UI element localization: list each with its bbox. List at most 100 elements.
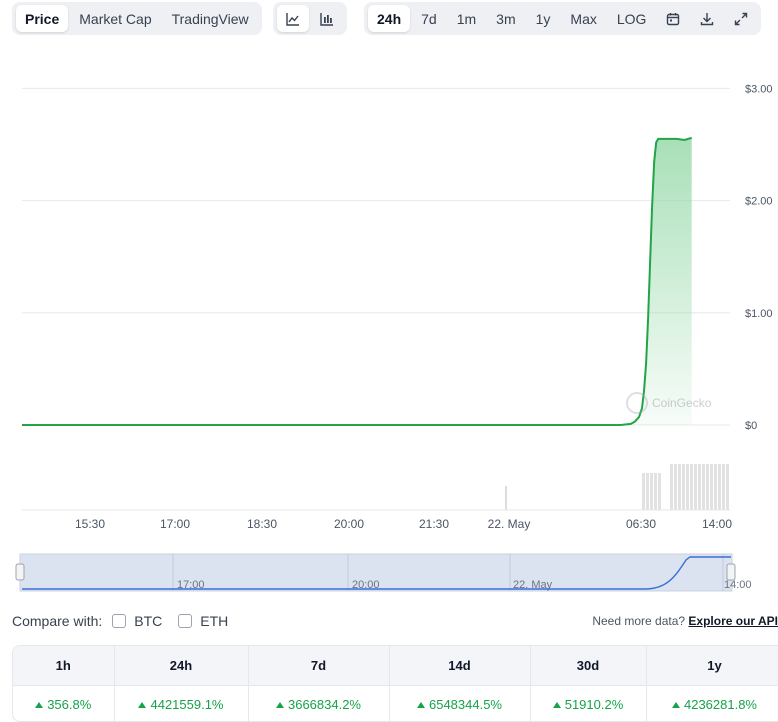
table-row: 356.8% 4421559.1% 3666834.2% 6548344.5% … (13, 684, 778, 721)
navigator-window (19, 553, 733, 592)
change-7d-cell: 3666834.2% (248, 684, 390, 721)
y-tick-label: $2.00 (745, 196, 773, 208)
expand-icon[interactable] (725, 5, 757, 32)
volume-bar (710, 464, 713, 510)
coingecko-logo-icon (626, 392, 648, 414)
volume-bar (678, 464, 681, 510)
y-tick-label: $0 (745, 420, 757, 432)
x-tick-label: 17:00 (160, 517, 190, 531)
x-tick-label: 20:00 (334, 517, 364, 531)
tab-price[interactable]: Price (16, 5, 69, 32)
tab-range-7d[interactable]: 7d (421, 10, 437, 27)
volume-bar (682, 464, 685, 510)
volume-bar (670, 464, 673, 510)
navigator-right-handle[interactable] (726, 563, 736, 581)
calendar-icon[interactable] (657, 5, 689, 32)
header-14d: 14d (389, 646, 531, 685)
coingecko-watermark: CoinGecko (626, 392, 711, 414)
navigator-tick-label: 14:00 (724, 579, 752, 591)
tab-range-1m[interactable]: 1m (456, 10, 477, 27)
change-24h: 4421559.1% (150, 696, 224, 712)
volume-bar (702, 464, 705, 510)
up-arrow-icon (416, 701, 425, 708)
view-tab-group: Price Market Cap TradingView (12, 2, 262, 35)
compare-with: Compare with: BTC ETH (12, 613, 228, 629)
x-tick-label: 18:30 (247, 517, 277, 531)
change-14d-cell: 6548344.5% (389, 684, 531, 721)
tab-range-24h[interactable]: 24h (368, 5, 411, 32)
up-arrow-icon (275, 701, 284, 708)
more-data-text: Need more data? (592, 614, 686, 628)
change-14d: 6548344.5% (428, 696, 502, 712)
compare-label: Compare with: (12, 613, 103, 629)
compare-btc-checkbox[interactable] (112, 614, 127, 628)
table-header-row: 1h 24h 7d 14d 30d 1y (13, 646, 778, 685)
volume-bar (718, 464, 721, 510)
x-tick-label: 06:30 (626, 517, 656, 531)
price-line (22, 136, 692, 426)
up-arrow-icon (671, 701, 680, 708)
header-30d: 30d (530, 646, 647, 685)
change-7d: 3666834.2% (287, 696, 361, 712)
watermark-label: CoinGecko (652, 396, 712, 410)
volume-bar (698, 464, 701, 510)
compare-eth-checkbox[interactable] (178, 614, 193, 628)
candlestick-chart-icon[interactable] (311, 5, 343, 32)
tab-market-cap[interactable]: Market Cap (79, 10, 152, 27)
volume-bar (706, 464, 709, 510)
volume-bar (722, 464, 725, 510)
explore-api-link[interactable]: Explore our API (688, 614, 778, 628)
price-chart[interactable]: $3.00 $2.00 $1.00 $0 15:30 17:00 18:30 20:00 21:… (0, 40, 778, 600)
x-tick-label: 22. May (488, 517, 531, 531)
up-arrow-icon (552, 701, 561, 708)
line-chart-icon[interactable] (277, 5, 309, 32)
volume-bar (714, 464, 717, 510)
change-1y-cell: 4236281.8% (646, 684, 778, 721)
change-24h-cell: 4421559.1% (114, 684, 249, 721)
header-1h: 1h (13, 646, 115, 685)
tab-log-scale[interactable]: LOG (616, 10, 647, 27)
more-data-prompt: Need more data? Explore our API (592, 614, 778, 628)
download-icon[interactable] (691, 5, 723, 32)
tab-range-1y[interactable]: 1y (535, 10, 551, 27)
tab-tradingview[interactable]: TradingView (171, 10, 249, 27)
chart-type-group (273, 2, 347, 35)
navigator-left-handle[interactable] (15, 563, 25, 581)
volume-bar (658, 473, 661, 510)
change-1h-cell: 356.8% (13, 684, 115, 721)
navigator-series-line (22, 556, 731, 590)
navigator-tick-label: 17:00 (177, 579, 205, 591)
price-area-fill (22, 137, 692, 426)
volume-bar (694, 464, 697, 510)
volume-bar (654, 473, 657, 510)
volume-bar (505, 486, 507, 510)
price-change-table: 1h 24h 7d 14d 30d 1y 356.8% 4421559.1% 3… (12, 645, 778, 722)
volume-bar (642, 473, 645, 510)
x-tick-label: 15:30 (75, 517, 105, 531)
change-1y: 4236281.8% (683, 696, 757, 712)
y-tick-label: $3.00 (745, 83, 773, 95)
volume-bar (646, 473, 649, 510)
y-tick-label: $1.00 (745, 308, 773, 320)
volume-bar (650, 473, 653, 510)
volume-bar (690, 464, 693, 510)
header-7d: 7d (248, 646, 390, 685)
navigator-tick-label: 22. May (513, 579, 553, 591)
change-30d: 51910.2% (564, 696, 624, 712)
change-30d-cell: 51910.2% (530, 684, 647, 721)
header-1y: 1y (646, 646, 778, 685)
up-arrow-icon (35, 701, 44, 708)
volume-bar (726, 464, 729, 510)
change-1h: 356.8% (47, 696, 92, 712)
compare-eth-label[interactable]: ETH (200, 613, 229, 629)
volume-bar (674, 464, 677, 510)
header-24h: 24h (114, 646, 249, 685)
x-tick-label: 14:00 (702, 517, 732, 531)
navigator-tick-label: 20:00 (352, 579, 380, 591)
volume-bar (686, 464, 689, 510)
up-arrow-icon (138, 701, 147, 708)
range-tab-group: 24h 7d 1m 3m 1y Max LOG (364, 2, 762, 35)
tab-range-3m[interactable]: 3m (496, 10, 516, 27)
tab-range-max[interactable]: Max (570, 10, 597, 27)
compare-btc-label[interactable]: BTC (134, 613, 163, 629)
